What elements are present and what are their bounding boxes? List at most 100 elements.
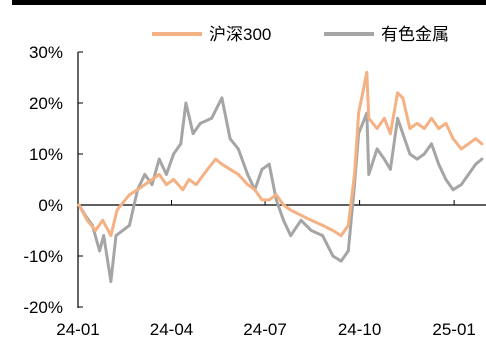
data-point <box>260 167 264 171</box>
data-point <box>365 71 369 74</box>
data-point <box>165 183 168 187</box>
data-point <box>474 162 478 166</box>
data-point <box>101 218 105 222</box>
data-point <box>282 218 285 222</box>
data-point <box>299 213 303 217</box>
data-point <box>206 167 209 171</box>
data-point <box>339 259 343 263</box>
data-point <box>136 188 140 192</box>
data-point <box>459 183 463 187</box>
data-point <box>346 224 350 227</box>
legend-label: 有色金属 <box>381 25 449 44</box>
x-tick-label: 24-10 <box>338 320 381 339</box>
legend-label: 沪深300 <box>209 25 271 44</box>
data-point <box>299 218 303 222</box>
y-tick-label: -20% <box>23 298 63 317</box>
data-point <box>236 173 240 176</box>
data-point <box>191 132 195 136</box>
x-tick-label: 25-01 <box>432 320 475 339</box>
y-tick-label: 30% <box>29 43 63 62</box>
data-point <box>408 127 412 130</box>
data-point <box>214 157 218 161</box>
y-tick-label: 0% <box>38 196 63 215</box>
data-point <box>437 127 441 130</box>
data-point <box>274 198 278 202</box>
data-point <box>401 132 405 136</box>
data-point <box>357 111 360 115</box>
data-point <box>194 183 198 187</box>
data-point <box>389 132 392 136</box>
data-point <box>289 208 293 212</box>
data-point <box>389 167 392 171</box>
data-point <box>367 116 371 120</box>
data-point <box>422 152 426 156</box>
data-point <box>210 116 214 120</box>
data-point <box>480 142 484 146</box>
data-point <box>127 193 131 197</box>
data-point <box>451 188 455 192</box>
data-point <box>331 229 335 232</box>
data-point <box>367 173 371 176</box>
data-point <box>375 147 379 151</box>
data-point <box>309 218 313 222</box>
data-point <box>85 218 89 222</box>
y-tick-label: -10% <box>23 247 63 266</box>
data-point <box>375 127 379 130</box>
data-point <box>157 173 161 176</box>
x-tick-label: 24-01 <box>56 320 99 339</box>
data-point <box>282 203 285 207</box>
data-point <box>274 193 278 197</box>
data-point <box>474 137 478 141</box>
data-point <box>480 157 484 161</box>
data-point <box>179 142 183 146</box>
data-point <box>467 142 470 146</box>
data-point <box>289 234 293 238</box>
data-point <box>415 157 419 161</box>
series-line <box>77 70 484 238</box>
x-axis: 24-01 24-04 24-07 24-10 25-01 <box>56 200 486 339</box>
y-tick-label: 10% <box>29 145 63 164</box>
data-point <box>444 178 448 181</box>
data-point <box>150 178 154 181</box>
data-point <box>451 137 455 141</box>
data-point <box>467 173 470 176</box>
legend: 沪深300 有色金属 <box>152 25 449 44</box>
data-point <box>253 188 257 192</box>
data-point <box>109 234 113 238</box>
data-point <box>444 122 448 125</box>
data-point <box>77 203 81 207</box>
data-point <box>246 173 250 176</box>
data-point <box>220 162 224 166</box>
data-point <box>382 116 386 120</box>
y-axis: 30% 20% 10% 0% -10% -20% <box>23 43 83 317</box>
data-point <box>422 127 426 130</box>
data-point <box>430 142 433 146</box>
data-point <box>396 116 399 120</box>
data-point <box>165 173 168 176</box>
data-point <box>228 167 232 171</box>
data-point <box>102 234 106 238</box>
y-tick-label: 20% <box>29 94 63 113</box>
data-point <box>150 183 154 187</box>
data-point <box>382 157 386 161</box>
data-point <box>187 178 191 181</box>
data-point <box>437 162 441 166</box>
data-point <box>321 224 324 227</box>
data-point <box>109 280 113 283</box>
data-point <box>321 234 324 238</box>
data-point <box>415 122 419 125</box>
top-rule <box>12 0 486 5</box>
data-point <box>114 234 118 238</box>
data-point <box>339 234 343 238</box>
data-point <box>228 137 232 141</box>
data-point <box>94 229 97 232</box>
data-point <box>246 183 250 187</box>
data-point <box>267 162 271 166</box>
data-point <box>143 173 147 176</box>
data-point <box>172 178 176 181</box>
data-point <box>198 122 202 125</box>
data-point <box>401 96 405 100</box>
data-point <box>408 152 412 156</box>
data-point <box>353 173 356 176</box>
